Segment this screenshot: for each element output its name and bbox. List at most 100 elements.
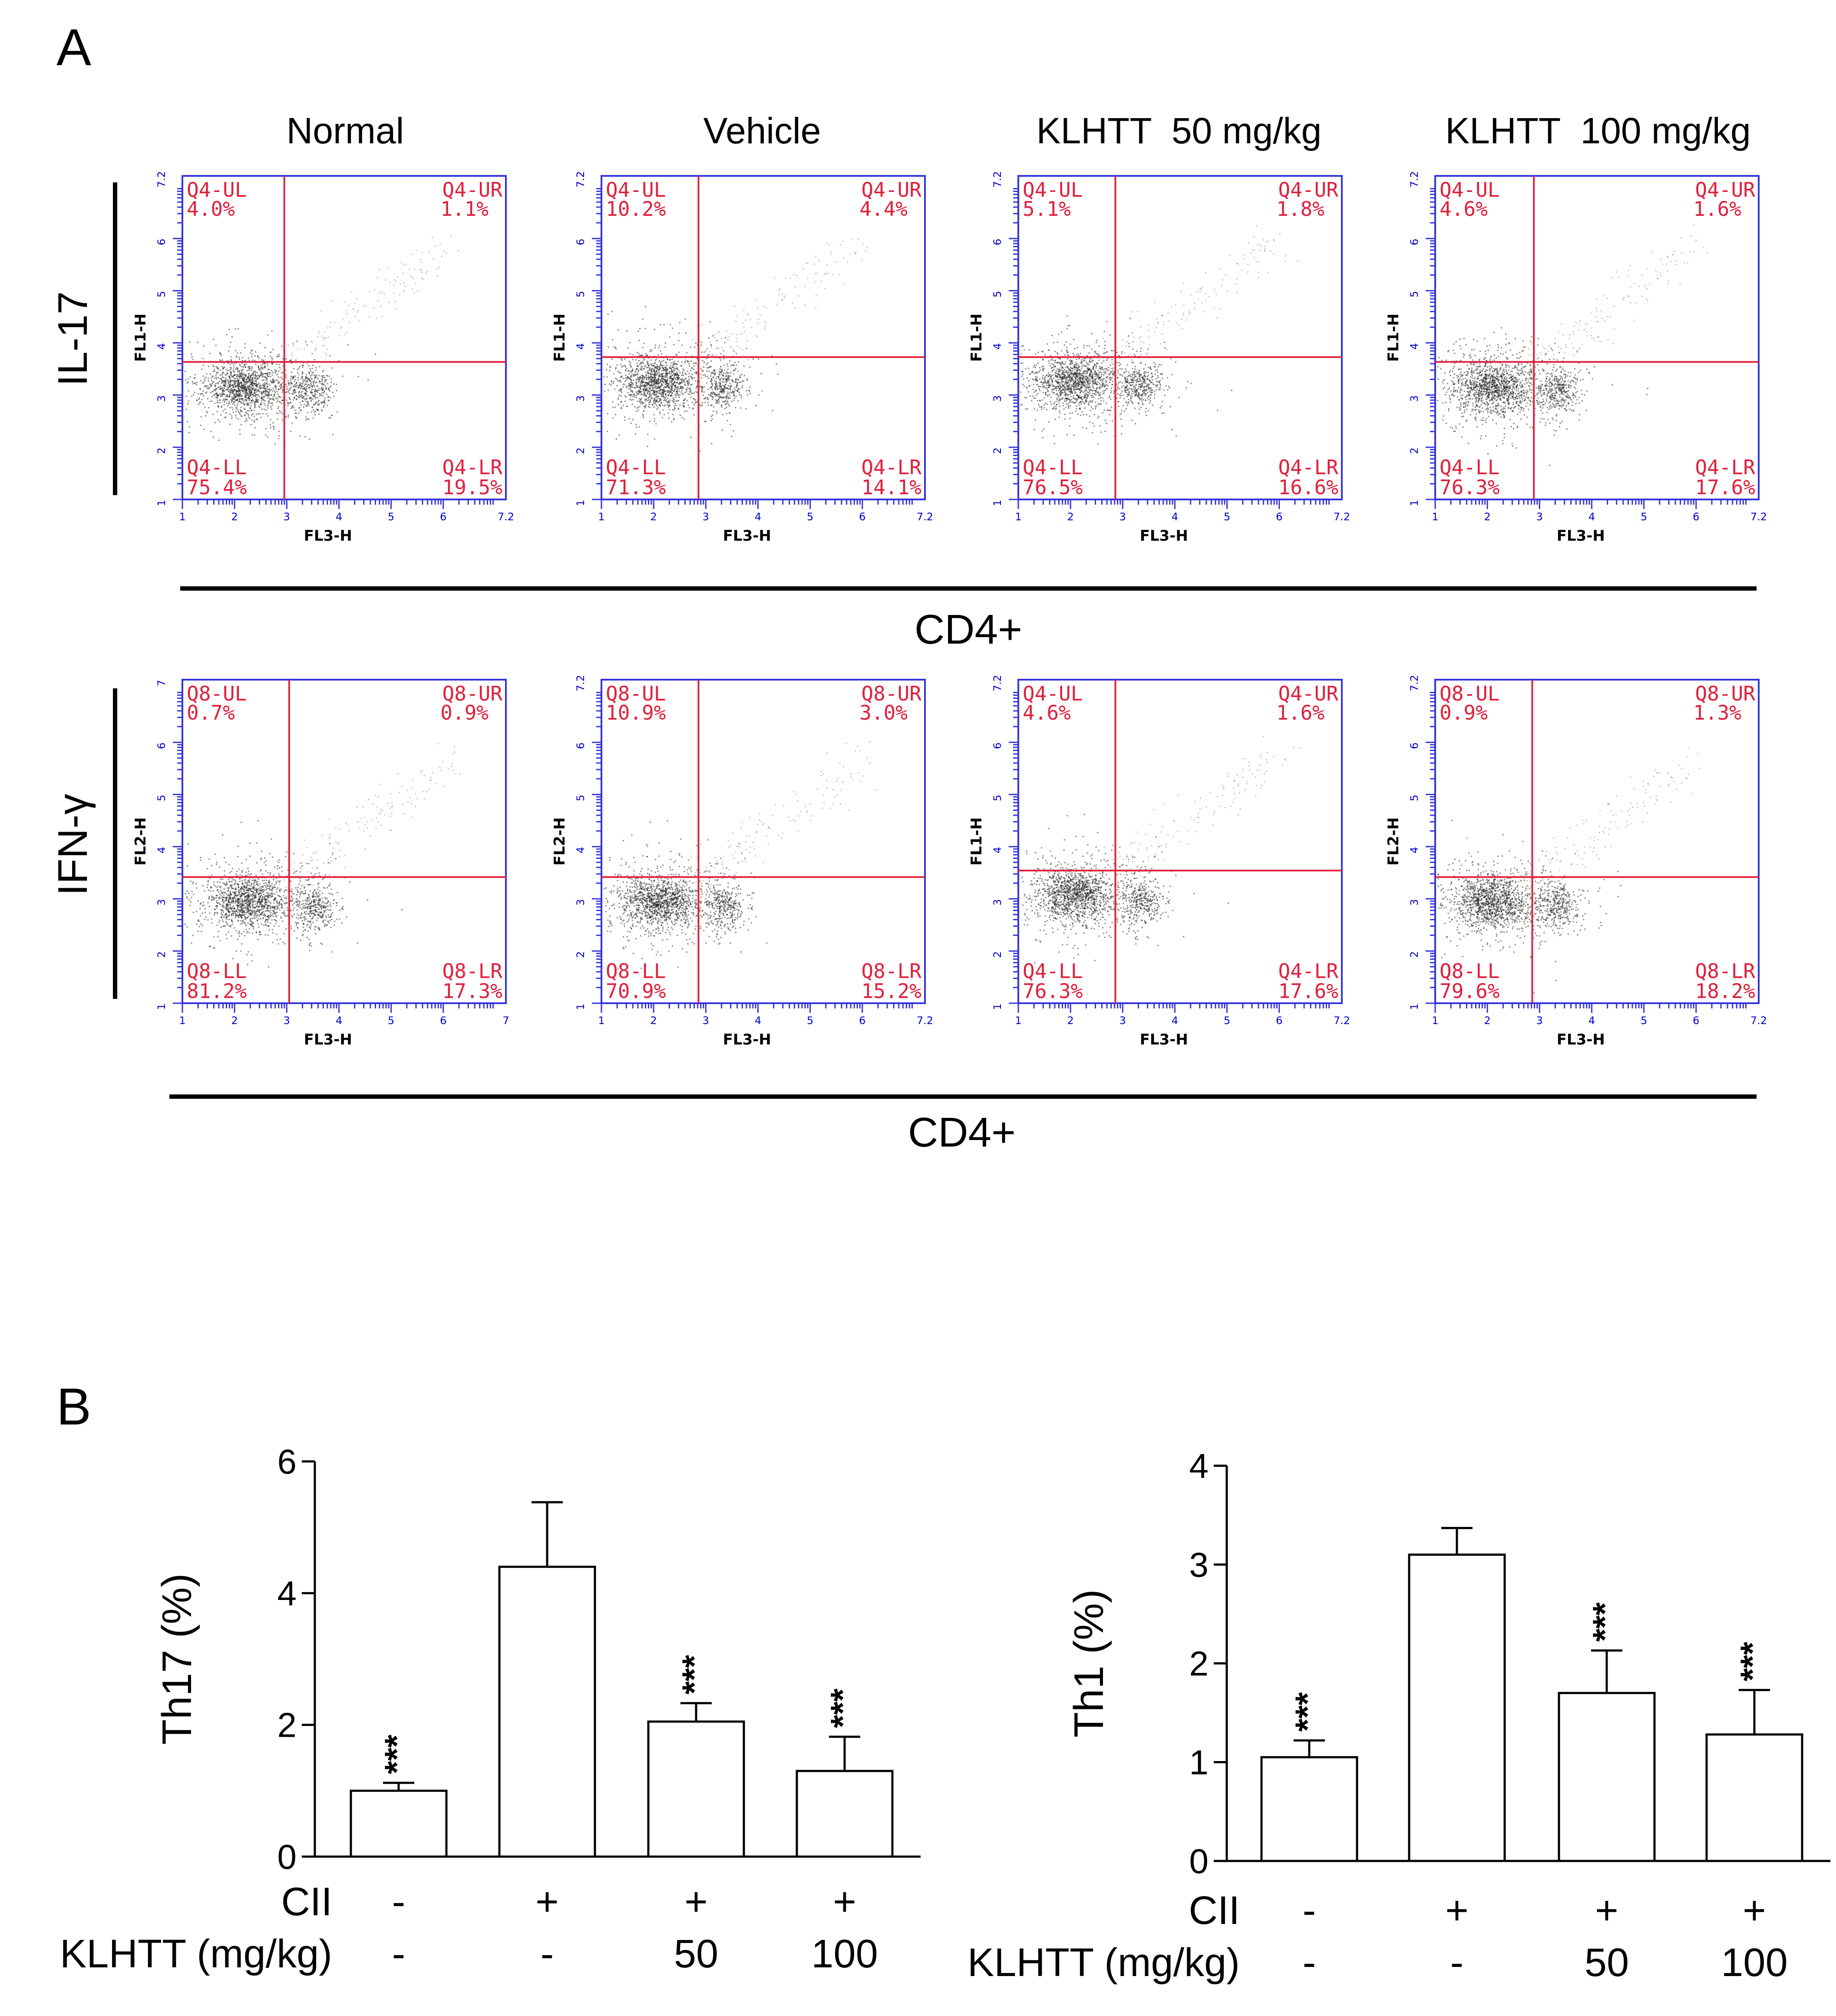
event-cloud bbox=[1437, 747, 1700, 994]
quadrant-name-lr: Q4-LR bbox=[1278, 456, 1339, 479]
x-tick-label-1e4: 4 bbox=[1588, 511, 1595, 523]
y-tick-label-1e1: 1 bbox=[155, 499, 168, 506]
condition-value: + bbox=[1743, 1888, 1766, 1933]
quadrant-percent-lr: 16.6% bbox=[1278, 476, 1338, 499]
x-tick-label-1e6: 6 bbox=[1693, 511, 1699, 523]
y-tick-label-1e5: 5 bbox=[1408, 291, 1420, 297]
quadrant-name-ll: Q4-LL bbox=[1023, 959, 1083, 983]
x-tick-label-1e4: 4 bbox=[755, 1015, 761, 1027]
quadrant-percent-ll: 79.6% bbox=[1440, 979, 1499, 1003]
condition-value: + bbox=[1595, 1888, 1618, 1933]
x-tick-label-1e3: 3 bbox=[703, 1015, 709, 1027]
y-param-label: FL1-H bbox=[132, 314, 149, 362]
y-tick-label-1e6: 6 bbox=[155, 743, 168, 749]
quadrant-percent-ur: 1.3% bbox=[1693, 701, 1741, 724]
x-param-label: FL3-H bbox=[1140, 527, 1188, 545]
y-param-label: FL2-H bbox=[1385, 817, 1402, 866]
bar-1 bbox=[1260, 1756, 1358, 1862]
x-tick-label-1e6: 6 bbox=[1276, 1015, 1282, 1027]
quadrant-percent-ul: 4.0% bbox=[187, 197, 235, 221]
y-tick-label: 1 bbox=[1189, 1743, 1209, 1782]
flow-plot-r1-c4: 1 1 2 2 3 3 4 4 5 5 6 6 7.2 7.2 FL1-H FL3-H Q4-UL4.6% Q4-… bbox=[1385, 171, 1767, 545]
x-tick-label-1e6: 6 bbox=[1693, 1015, 1699, 1027]
y-tick-label-1e3: 3 bbox=[991, 899, 1004, 906]
x-tick-label-1e1: 1 bbox=[598, 1015, 604, 1027]
quadrant-percent-ul: 10.9% bbox=[606, 701, 666, 724]
quadrant-name-ul: Q4-UL bbox=[1440, 178, 1499, 202]
y-tick-label-1e7: 7.2 bbox=[575, 675, 587, 691]
quadrant-name-ul: Q4-UL bbox=[1023, 178, 1083, 202]
x-tick-label-1e3: 3 bbox=[703, 511, 709, 523]
x-tick-label-1e7: 7.2 bbox=[917, 1015, 933, 1027]
cd4-label-row1: CD4+ bbox=[915, 606, 1022, 653]
quadrant-name-ul: Q8-UL bbox=[187, 682, 247, 705]
y-tick-label: 2 bbox=[1189, 1644, 1209, 1683]
bar-2 bbox=[498, 1566, 596, 1858]
quadrant-percent-ll: 70.9% bbox=[606, 979, 666, 1003]
significance-label-4: *** bbox=[823, 1688, 862, 1728]
x-tick-label-1e4: 4 bbox=[1172, 1015, 1178, 1027]
quadrant-percent-ul: 0.7% bbox=[187, 701, 235, 724]
x-tick-label-1e2: 2 bbox=[231, 511, 238, 523]
y-tick-label-1e6: 6 bbox=[575, 743, 587, 749]
y-param-label: FL1-H bbox=[1385, 314, 1402, 362]
quadrant-name-lr: Q4-LR bbox=[1278, 959, 1339, 983]
x-tick-label-1e5: 5 bbox=[388, 1015, 394, 1027]
event-cloud bbox=[1021, 736, 1301, 964]
quadrant-percent-ur: 1.1% bbox=[440, 197, 489, 221]
panel-a-label: A bbox=[56, 18, 91, 76]
column-title-vehicle: Vehicle bbox=[703, 110, 821, 151]
x-param-label: FL3-H bbox=[723, 1031, 771, 1048]
x-tick-label-1e7: 7.2 bbox=[1750, 1015, 1767, 1027]
quadrant-percent-ul: 10.2% bbox=[606, 197, 666, 221]
y-tick-label-1e6: 6 bbox=[991, 239, 1004, 245]
y-tick-label-1e3: 3 bbox=[575, 899, 587, 906]
y-tick-label-1e1: 1 bbox=[991, 1003, 1004, 1010]
event-cloud bbox=[603, 238, 868, 452]
y-tick-label-1e5: 5 bbox=[575, 291, 587, 297]
x-tick-label-1e2: 2 bbox=[1067, 511, 1074, 523]
x-tick-label-1e5: 5 bbox=[1224, 511, 1230, 523]
x-tick-label-1e1: 1 bbox=[1432, 511, 1438, 523]
y-tick-label-1e4: 4 bbox=[155, 847, 168, 853]
y-tick-label-1e5: 5 bbox=[155, 795, 168, 801]
y-axis-label: Th1 (%) bbox=[1066, 1589, 1112, 1737]
quadrant-percent-lr: 14.1% bbox=[862, 476, 921, 499]
condition-value: + bbox=[833, 1880, 856, 1924]
x-tick-label-1e1: 1 bbox=[1432, 1015, 1438, 1027]
x-tick-label-1e7: 7.2 bbox=[1334, 511, 1350, 523]
x-tick-label-1e5: 5 bbox=[388, 511, 394, 523]
y-tick-label-1e6: 6 bbox=[1408, 239, 1420, 245]
y-tick-label-1e5: 5 bbox=[991, 795, 1004, 801]
condition-value: - bbox=[1450, 1940, 1464, 1985]
quadrant-percent-ur: 1.6% bbox=[1276, 701, 1324, 724]
significance-label-1: *** bbox=[1288, 1692, 1326, 1732]
x-param-label: FL3-H bbox=[304, 527, 352, 545]
y-tick-label-1e1: 1 bbox=[575, 1003, 587, 1010]
y-tick-label-1e1: 1 bbox=[991, 499, 1004, 506]
condition-value: - bbox=[392, 1880, 406, 1924]
quadrant-name-ll: Q4-LL bbox=[1023, 456, 1083, 479]
quadrant-percent-ll: 71.3% bbox=[606, 476, 666, 499]
quadrant-percent-ur: 1.6% bbox=[1693, 197, 1741, 221]
significance-label-4: *** bbox=[1733, 1642, 1771, 1682]
plot-frame bbox=[1434, 175, 1760, 500]
condition-value: - bbox=[1303, 1940, 1316, 1985]
bar-charts: 0 2 4 6 Th17 (%) *** *** *** CII - + + + KLHTT (mg/kg… bbox=[60, 1442, 1830, 1985]
condition-value: 100 bbox=[1721, 1940, 1788, 1985]
y-tick-label-1e2: 2 bbox=[575, 951, 587, 958]
y-tick-label: 4 bbox=[277, 1574, 297, 1613]
x-tick-label-1e6: 6 bbox=[440, 1015, 446, 1027]
x-tick-label-1e2: 2 bbox=[1067, 1015, 1074, 1027]
quadrant-name-ll: Q8-LL bbox=[1440, 959, 1499, 983]
condition-value: 50 bbox=[674, 1932, 718, 1976]
y-tick-label-1e3: 3 bbox=[1408, 395, 1420, 402]
x-tick-label-1e7: 7.2 bbox=[498, 511, 514, 523]
flow-plot-r2-c3: 1 1 2 2 3 3 4 4 5 5 6 6 7.2 7.2 FL1-H FL3-H Q4-UL4.6% Q4-… bbox=[968, 675, 1350, 1048]
y-tick-label-1e3: 3 bbox=[155, 899, 168, 906]
plot-frame bbox=[601, 175, 926, 500]
flow-plot-r2-c4: 1 1 2 2 3 3 4 4 5 5 6 6 7.2 7.2 FL2-H FL3-H Q8-UL0.9% Q8-… bbox=[1385, 675, 1767, 1048]
condition-value: + bbox=[684, 1880, 708, 1924]
